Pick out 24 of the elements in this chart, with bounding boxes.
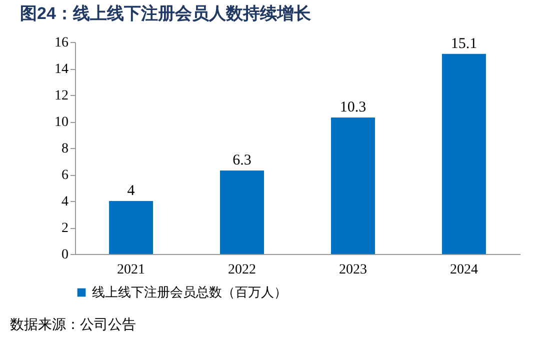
y-tick-label: 10	[54, 115, 68, 130]
bar	[442, 54, 486, 254]
bar	[330, 118, 375, 254]
y-tick-label: 6	[62, 168, 68, 183]
x-tick-label: 2024	[450, 262, 478, 278]
y-tick-label: 16	[54, 36, 68, 50]
y-tick-label: 4	[62, 194, 68, 210]
y-tick-label: 8	[62, 142, 68, 156]
data-label: 15.1	[450, 36, 478, 52]
source-note: 数据来源：公司公告	[10, 316, 136, 334]
legend-label: 线上线下注册会员总数（百万人）	[92, 284, 287, 300]
bar	[220, 170, 264, 254]
y-tick-label: 2	[62, 221, 68, 236]
x-tick-label: 2022	[228, 262, 256, 278]
x-tick-label: 2023	[338, 262, 367, 278]
bar	[109, 201, 154, 254]
data-label: 10.3	[340, 100, 366, 116]
data-label: 6.3	[232, 152, 252, 169]
chart-title: 图24：线上线下注册会员人数持续增长	[20, 4, 312, 23]
y-tick-label: 0	[62, 248, 68, 262]
data-label: 4	[127, 183, 136, 199]
x-tick-label: 2021	[117, 262, 146, 278]
y-tick-label: 14	[54, 62, 68, 77]
y-tick-label: 12	[54, 88, 68, 104]
